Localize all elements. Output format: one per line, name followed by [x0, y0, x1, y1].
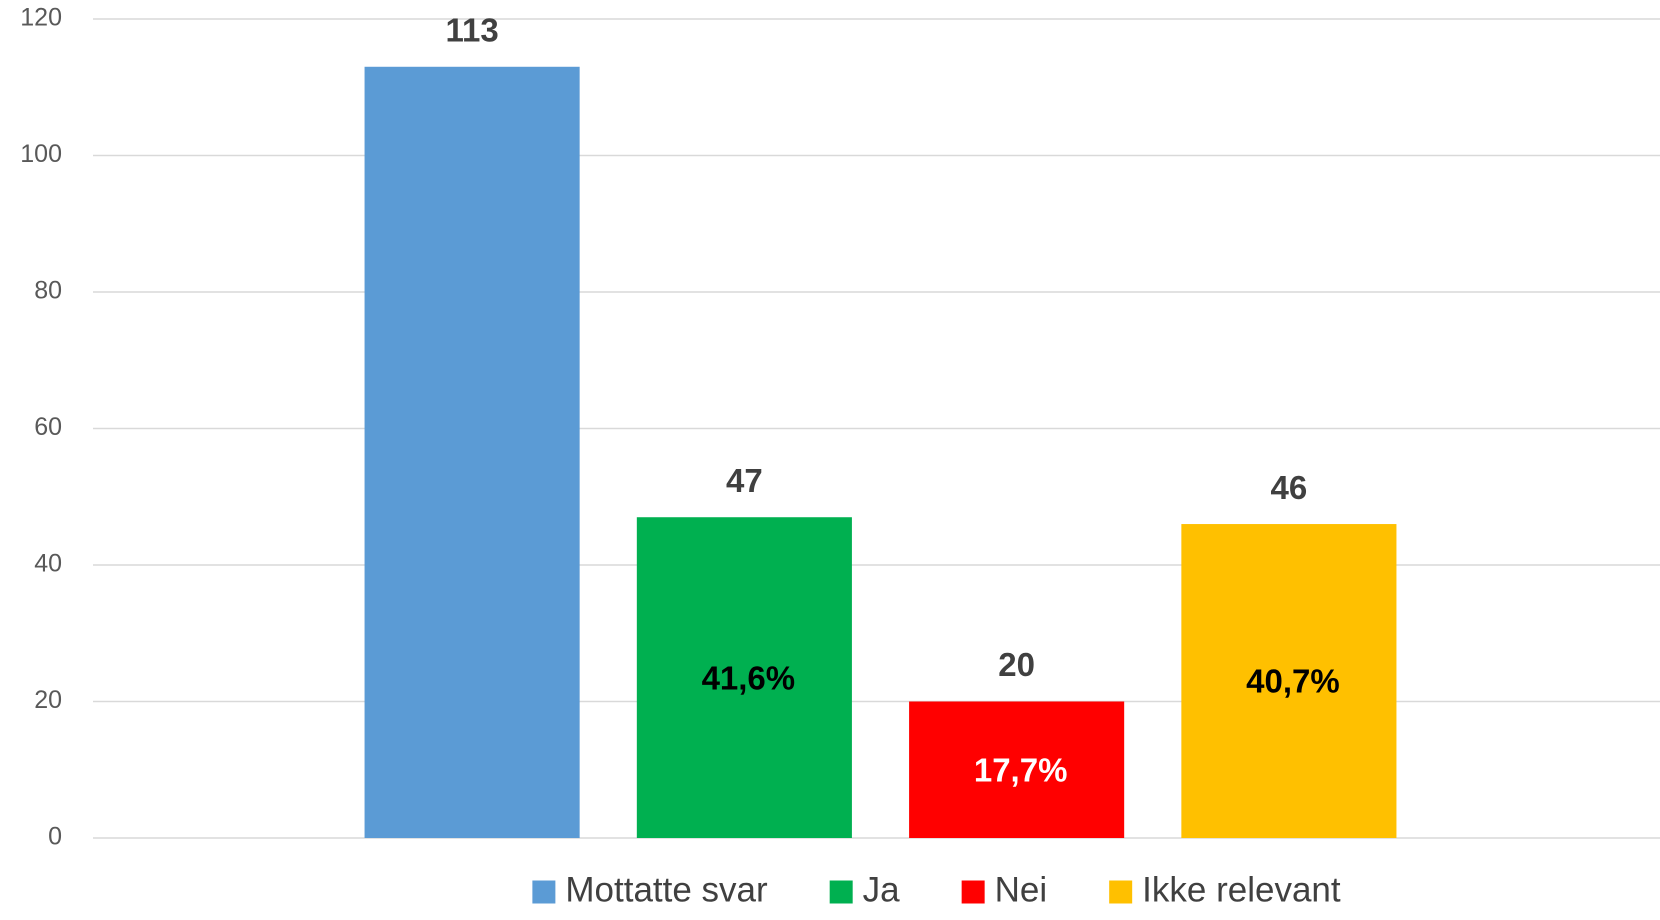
value-label: 113: [445, 11, 498, 48]
legend-swatch: [532, 880, 556, 904]
legend-label: Ikke relevant: [1142, 870, 1341, 909]
value-label: 46: [1271, 469, 1308, 506]
share-label: 17,7%: [974, 751, 1068, 788]
y-tick-label: 20: [34, 686, 62, 714]
legend-swatch: [829, 880, 853, 904]
bar: [364, 66, 580, 838]
legend-label: Mottatte svar: [565, 870, 768, 909]
y-tick-label: 60: [34, 413, 62, 441]
legend-label: Ja: [863, 870, 901, 909]
y-tick-label: 100: [20, 140, 62, 168]
bar: [909, 701, 1125, 838]
legend-swatch: [961, 880, 985, 904]
bar: [636, 517, 852, 838]
value-label: 47: [726, 462, 763, 499]
value-label: 20: [998, 646, 1035, 683]
legend-swatch: [1109, 880, 1133, 904]
legend-label: Nei: [995, 870, 1048, 909]
y-tick-label: 0: [48, 823, 62, 851]
y-tick-label: 40: [34, 550, 62, 578]
y-tick-label: 120: [20, 4, 62, 32]
share-label: 40,7%: [1246, 663, 1340, 700]
bar: [1181, 524, 1397, 838]
share-label: 41,6%: [702, 659, 796, 696]
y-tick-label: 80: [34, 277, 62, 305]
